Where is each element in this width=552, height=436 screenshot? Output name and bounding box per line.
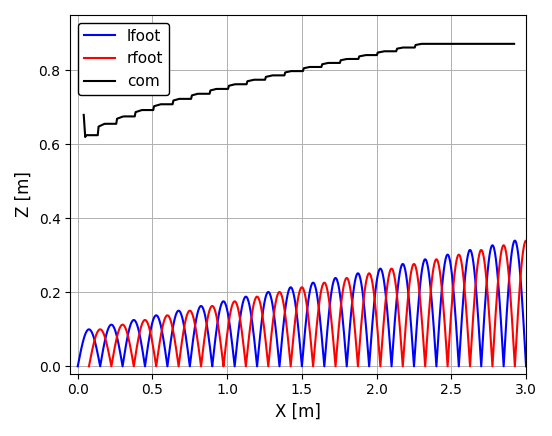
rfoot	[86, 364, 92, 369]
com	[320, 61, 326, 67]
rfoot	[267, 345, 273, 350]
lfoot	[272, 323, 279, 328]
rfoot	[534, 364, 540, 369]
X-axis label: X [m]: X [m]	[275, 403, 321, 421]
com	[418, 41, 425, 47]
lfoot	[120, 358, 127, 363]
lfoot	[424, 261, 431, 266]
Legend: lfoot, rfoot, com: lfoot, rfoot, com	[78, 23, 169, 95]
com	[511, 41, 517, 47]
Line: rfoot: rfoot	[89, 241, 537, 366]
rfoot	[435, 261, 442, 266]
rfoot	[394, 291, 400, 296]
com	[284, 69, 291, 75]
lfoot	[432, 350, 439, 355]
Y-axis label: Z [m]: Z [m]	[15, 171, 33, 217]
lfoot	[511, 238, 518, 243]
com	[418, 41, 425, 47]
rfoot	[443, 350, 450, 355]
Line: lfoot: lfoot	[78, 241, 526, 366]
Line: com: com	[84, 44, 514, 137]
lfoot	[75, 364, 81, 369]
com	[82, 134, 88, 140]
lfoot	[523, 364, 529, 369]
rfoot	[283, 323, 290, 328]
com	[81, 112, 87, 117]
rfoot	[131, 358, 138, 363]
com	[411, 45, 417, 50]
com	[117, 115, 124, 120]
lfoot	[383, 291, 389, 296]
lfoot	[256, 345, 262, 350]
com	[169, 102, 176, 107]
rfoot	[523, 238, 529, 243]
